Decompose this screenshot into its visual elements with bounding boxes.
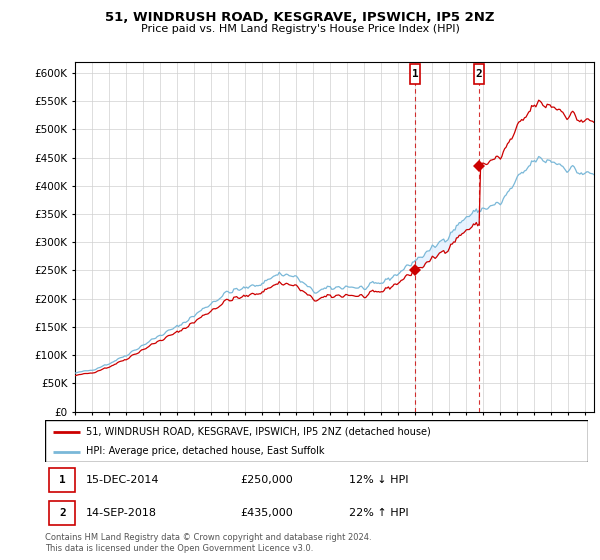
Text: £435,000: £435,000 bbox=[241, 508, 293, 518]
Text: Price paid vs. HM Land Registry's House Price Index (HPI): Price paid vs. HM Land Registry's House … bbox=[140, 24, 460, 34]
Text: HPI: Average price, detached house, East Suffolk: HPI: Average price, detached house, East… bbox=[86, 446, 324, 456]
Bar bbox=[49, 501, 76, 525]
Text: 2: 2 bbox=[476, 69, 482, 80]
Text: 14-SEP-2018: 14-SEP-2018 bbox=[86, 508, 157, 518]
Text: 22% ↑ HPI: 22% ↑ HPI bbox=[349, 508, 409, 518]
Bar bbox=[49, 468, 76, 492]
Text: 51, WINDRUSH ROAD, KESGRAVE, IPSWICH, IP5 2NZ (detached house): 51, WINDRUSH ROAD, KESGRAVE, IPSWICH, IP… bbox=[86, 427, 430, 437]
Text: 15-DEC-2014: 15-DEC-2014 bbox=[86, 475, 159, 486]
Text: £250,000: £250,000 bbox=[241, 475, 293, 486]
Text: 1: 1 bbox=[59, 475, 66, 486]
Bar bbox=[474, 64, 484, 84]
Text: 51, WINDRUSH ROAD, KESGRAVE, IPSWICH, IP5 2NZ: 51, WINDRUSH ROAD, KESGRAVE, IPSWICH, IP… bbox=[105, 11, 495, 24]
Text: 1: 1 bbox=[412, 69, 419, 80]
Text: 12% ↓ HPI: 12% ↓ HPI bbox=[349, 475, 409, 486]
Text: Contains HM Land Registry data © Crown copyright and database right 2024.
This d: Contains HM Land Registry data © Crown c… bbox=[45, 533, 371, 553]
Bar bbox=[410, 64, 421, 84]
Text: 2: 2 bbox=[59, 508, 66, 518]
